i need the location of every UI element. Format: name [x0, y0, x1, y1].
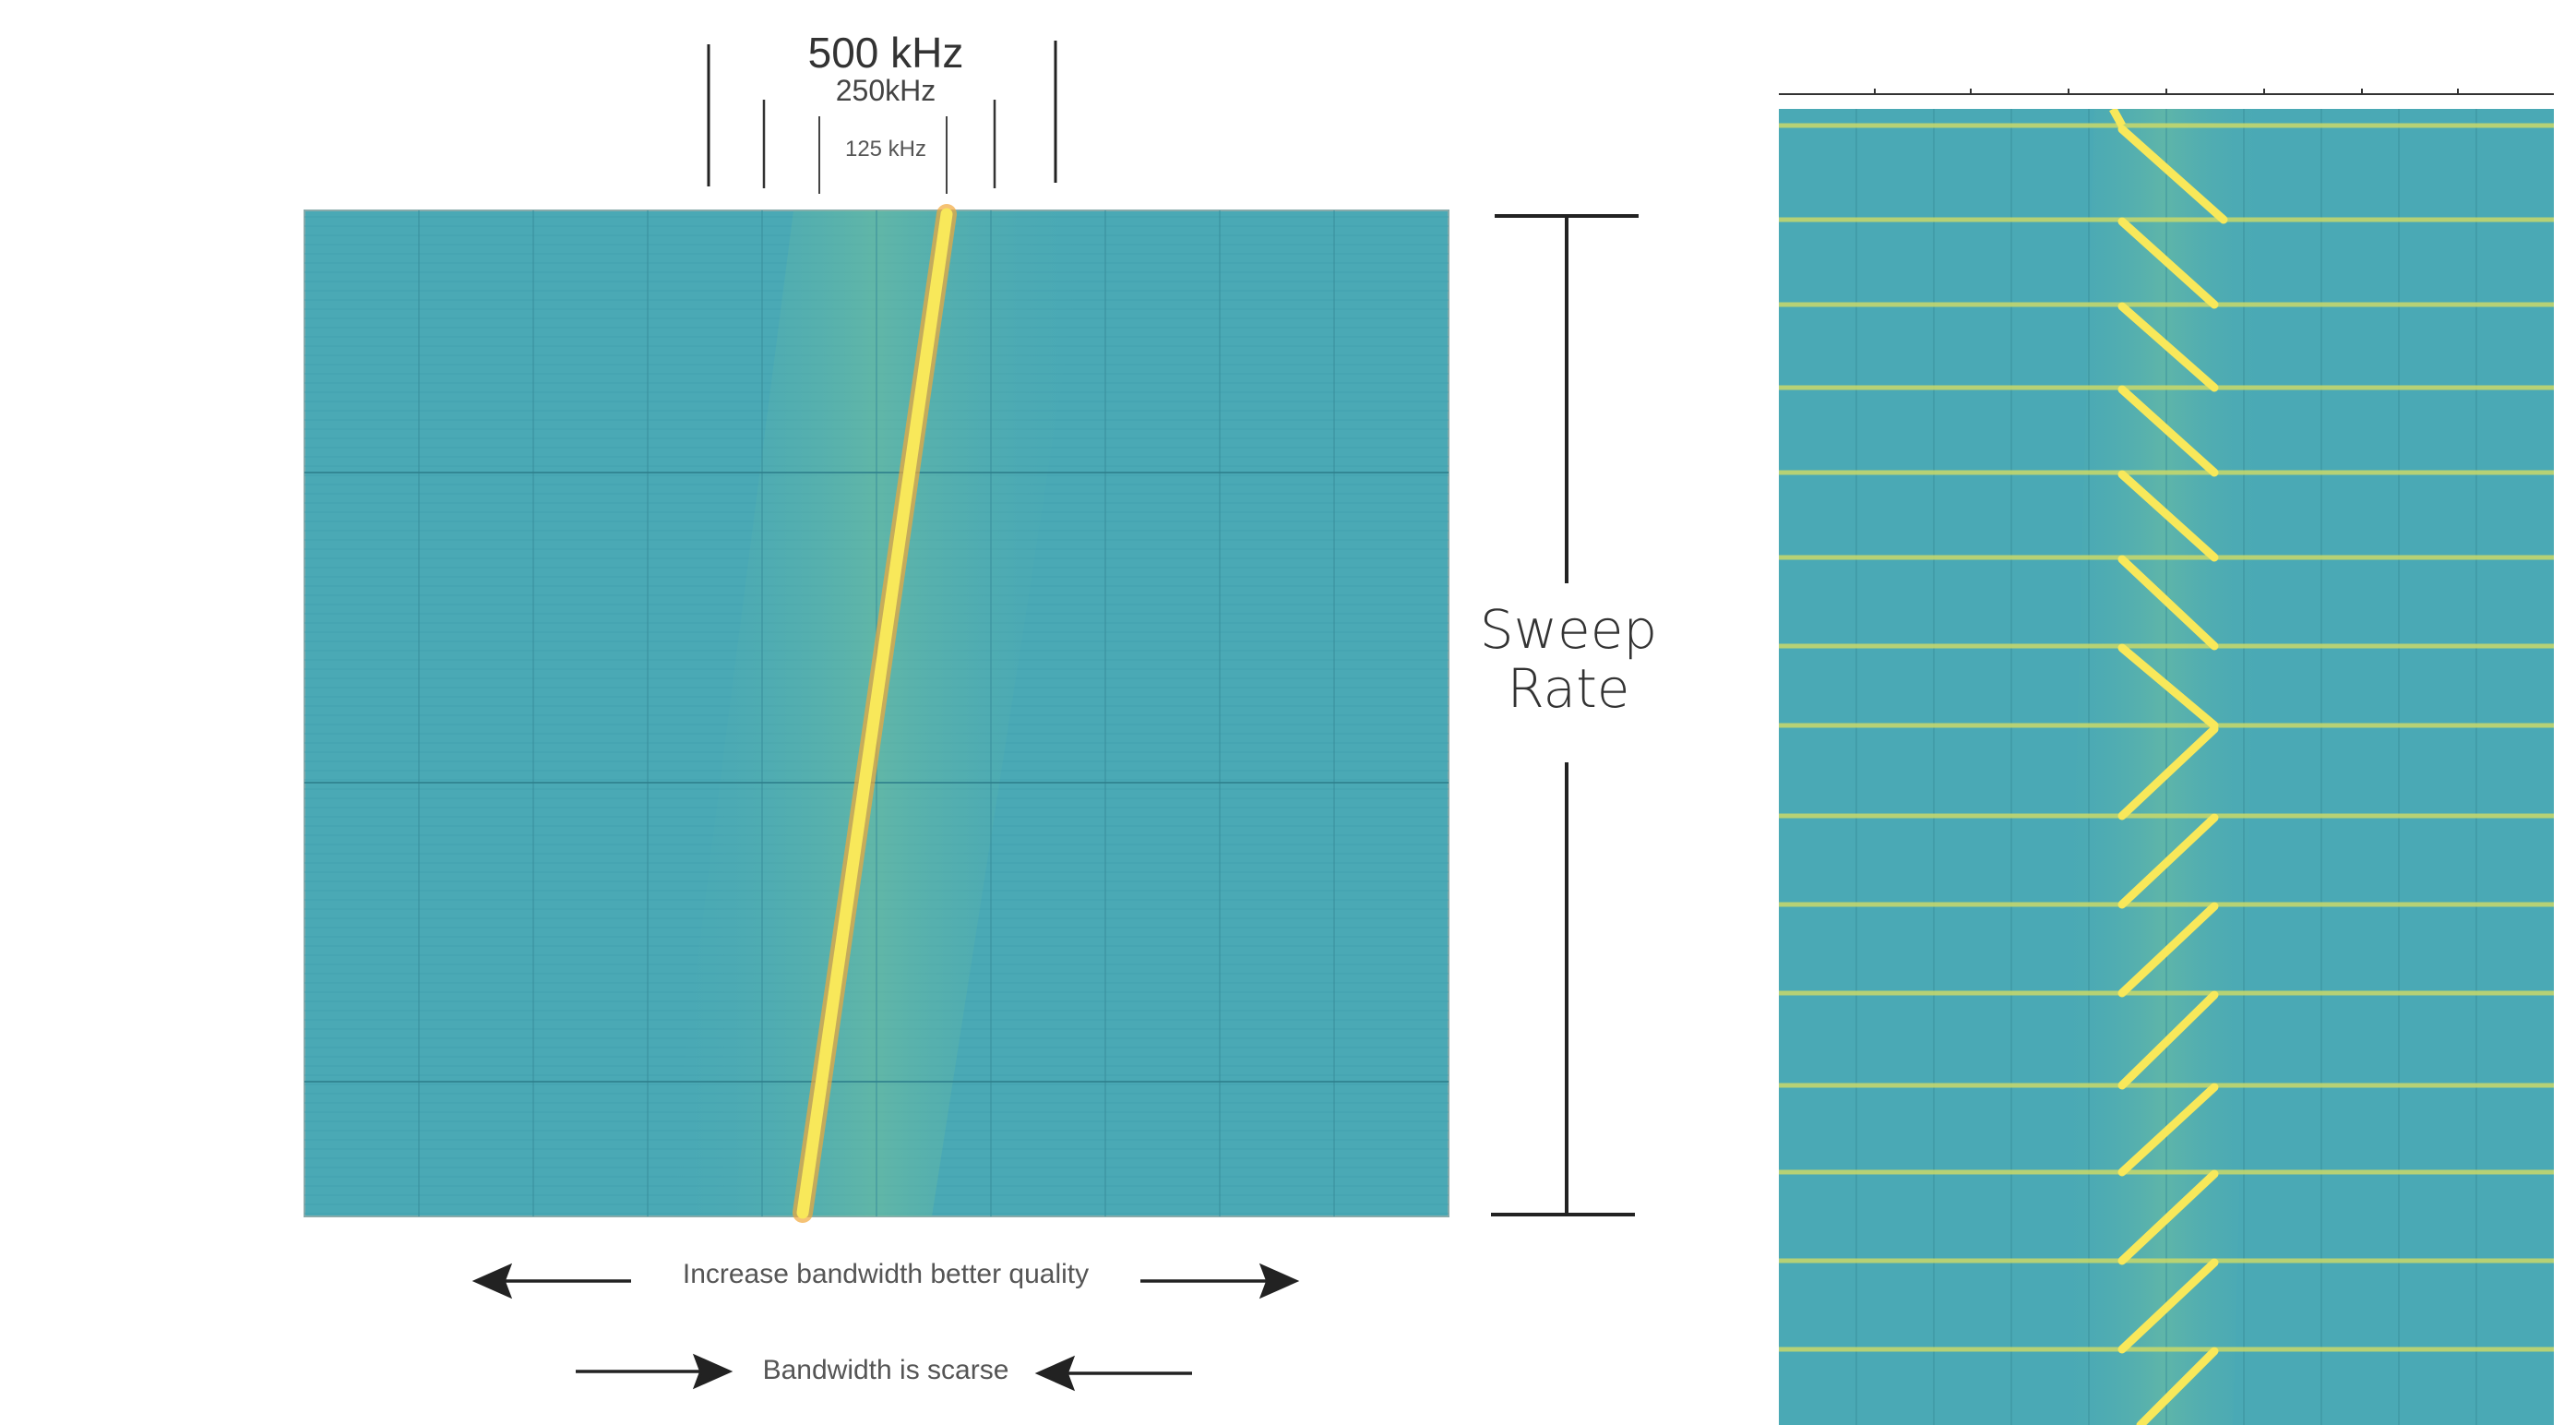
sweep-rate-label: Sweep Rate	[1467, 600, 1670, 718]
sweep-rate-bracket	[1491, 214, 1639, 1216]
right-spectrogram	[1779, 89, 2554, 1425]
increase-bandwidth-caption: Increase bandwidth better quality	[682, 1259, 1090, 1289]
right-downchirps	[2117, 125, 2228, 730]
right-grid-vertical	[1855, 109, 2477, 1425]
left-grid-horizontal	[304, 472, 1449, 1083]
left-chirp-line	[796, 208, 953, 1219]
bandwidth-scarce-caption: Bandwidth is scarse	[762, 1355, 1009, 1385]
bandwidth-500-label: 500 kHz	[807, 29, 964, 77]
bandwidth-250-label: 250kHz	[835, 74, 936, 107]
right-top-axis-ticks	[1874, 89, 2459, 94]
arrow-right-head	[1258, 1263, 1300, 1299]
left-grid-vertical	[418, 210, 1335, 1216]
bandwidth-scarce-arrows	[576, 1353, 1192, 1392]
arrow-inward-left-head	[692, 1353, 733, 1390]
right-spectrogram-band	[2057, 109, 2270, 1425]
arrow-inward-right-head	[1034, 1355, 1076, 1392]
right-symbol-boundaries	[1779, 123, 2554, 1352]
bandwidth-125-label: 125 kHz	[844, 137, 927, 162]
right-top-chirp-fragment	[2109, 109, 2126, 128]
left-spectrogram	[304, 204, 1449, 1223]
right-upchirps	[2117, 724, 2219, 1425]
arrow-left-head	[471, 1263, 513, 1299]
sweep-rate-line2: Rate	[1507, 657, 1630, 720]
increase-bandwidth-arrows	[471, 1263, 1300, 1299]
sweep-rate-line1: Sweep	[1479, 598, 1658, 661]
